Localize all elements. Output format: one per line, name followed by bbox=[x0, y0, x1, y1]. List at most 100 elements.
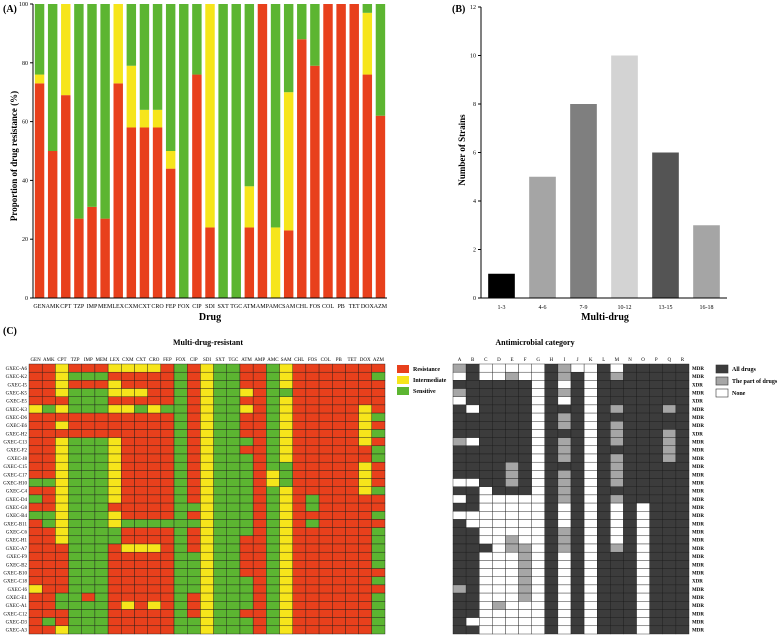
mdr-cell bbox=[266, 592, 280, 602]
mdr-cell bbox=[200, 625, 214, 635]
mdr-cell bbox=[318, 437, 333, 447]
mdr-cell bbox=[28, 453, 43, 463]
x-tick-label: DOX bbox=[361, 304, 375, 310]
category-cell bbox=[492, 371, 506, 381]
category-cell bbox=[452, 486, 467, 496]
row-label: GXEC-C15 bbox=[3, 465, 27, 470]
mdr-cell bbox=[213, 560, 227, 569]
category-cell bbox=[505, 380, 519, 389]
category-cell bbox=[531, 363, 545, 373]
category-cell bbox=[570, 625, 585, 635]
mdr-cell bbox=[147, 535, 162, 545]
mdr-cell bbox=[226, 617, 241, 627]
mdr-cell bbox=[28, 543, 43, 553]
category-cell bbox=[492, 560, 506, 569]
category-cell bbox=[544, 470, 559, 479]
category-cell bbox=[649, 592, 663, 602]
mdr-cell bbox=[345, 453, 359, 463]
bar-gen-resistance bbox=[34, 83, 45, 298]
bar-fos-sensitive bbox=[310, 4, 320, 66]
panel-b-y-axis-label: Number of Strains bbox=[457, 114, 467, 186]
category-cell bbox=[583, 502, 598, 512]
category-cell bbox=[570, 380, 585, 389]
mdr-cell bbox=[68, 494, 82, 504]
mdr-cell bbox=[55, 494, 69, 504]
mdr-cell bbox=[81, 584, 96, 594]
column-label: TET bbox=[347, 358, 356, 363]
mdr-cell bbox=[252, 560, 267, 569]
mdr-cell bbox=[147, 494, 162, 504]
category-cell bbox=[649, 527, 663, 537]
category-cell bbox=[531, 380, 545, 389]
mdr-cell bbox=[332, 601, 346, 610]
mdr-cell bbox=[121, 584, 135, 594]
column-label: SAM bbox=[281, 358, 292, 363]
category-cell bbox=[675, 470, 690, 479]
category-cell bbox=[544, 412, 559, 422]
mdr-cell bbox=[160, 568, 175, 577]
mdr-cell bbox=[41, 519, 56, 528]
mdr-cell bbox=[41, 592, 56, 602]
category-cell bbox=[544, 396, 559, 406]
mdr-cell bbox=[28, 502, 43, 512]
mdr-cell bbox=[81, 478, 96, 487]
classification-label: MDR bbox=[692, 481, 704, 486]
mdr-cell bbox=[28, 519, 43, 528]
category-cell bbox=[597, 412, 611, 422]
category-cell bbox=[597, 543, 611, 553]
category-cell bbox=[505, 470, 519, 479]
mdr-cell bbox=[252, 625, 267, 635]
mdr-cell bbox=[292, 609, 307, 618]
mdr-cell bbox=[292, 371, 307, 381]
mdr-cell bbox=[345, 519, 359, 528]
bar-atm-intermediate bbox=[244, 186, 255, 228]
category-cell bbox=[492, 429, 506, 438]
mdr-cell bbox=[279, 429, 293, 438]
mdr-cell bbox=[305, 568, 320, 577]
mdr-cell bbox=[226, 584, 241, 594]
category-cell bbox=[662, 494, 677, 504]
mdr-cell bbox=[81, 592, 96, 602]
mdr-cell bbox=[305, 412, 320, 422]
mdr-cell bbox=[318, 371, 333, 381]
mdr-cell bbox=[345, 478, 359, 487]
category-cell bbox=[518, 412, 532, 422]
mdr-cell bbox=[226, 421, 241, 430]
mdr-cell bbox=[81, 601, 96, 610]
category-cell bbox=[557, 584, 572, 594]
mdr-cell bbox=[41, 576, 56, 586]
mdr-cell bbox=[28, 470, 43, 479]
bar-cip-sensitive bbox=[192, 4, 202, 75]
classification-label: MDR bbox=[692, 596, 704, 601]
mdr-cell bbox=[107, 380, 122, 389]
mdr-cell bbox=[68, 470, 82, 479]
column-label: DOX bbox=[360, 358, 371, 363]
category-cell bbox=[505, 502, 519, 512]
mdr-cell bbox=[160, 461, 175, 471]
mdr-cell bbox=[121, 429, 135, 438]
mdr-cell bbox=[332, 380, 346, 389]
mdr-cell bbox=[200, 388, 214, 397]
mdr-cell bbox=[213, 429, 227, 438]
legend-label: Resistance bbox=[413, 367, 440, 373]
category-cell bbox=[505, 388, 519, 397]
mdr-cell bbox=[134, 445, 148, 455]
mdr-cell bbox=[41, 470, 56, 479]
y-tick-label: 40 bbox=[22, 178, 28, 184]
column-label: CPT bbox=[57, 358, 66, 363]
mdr-cell bbox=[55, 470, 69, 479]
category-cell bbox=[531, 461, 545, 471]
mdr-cell bbox=[345, 511, 359, 520]
mdr-cell bbox=[266, 470, 280, 479]
mdr-cell bbox=[94, 502, 109, 512]
category-cell bbox=[675, 617, 690, 627]
mdr-cell bbox=[318, 551, 333, 561]
mdr-cell bbox=[134, 478, 148, 487]
category-cell bbox=[531, 560, 545, 569]
mdr-cell bbox=[345, 617, 359, 627]
category-cell bbox=[518, 478, 532, 487]
mdr-cell bbox=[305, 486, 320, 496]
mdr-cell bbox=[187, 380, 201, 389]
category-cell bbox=[662, 519, 677, 528]
category-cell bbox=[583, 527, 598, 537]
